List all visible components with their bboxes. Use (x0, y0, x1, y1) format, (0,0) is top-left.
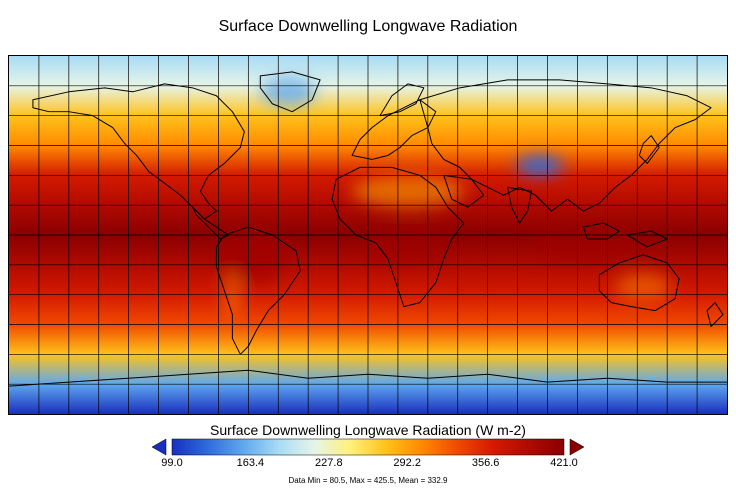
coastlines (9, 71, 727, 387)
colorbar-title: Surface Downwelling Longwave Radiation (… (210, 422, 526, 438)
global-map (8, 55, 728, 415)
colorbar-ramp (171, 438, 565, 456)
colorbar-tick-label: 421.0 (550, 457, 578, 469)
data-statistics: Data Min = 80.5, Max = 425.5, Mean = 332… (288, 476, 448, 485)
colorbar-low-arrow (151, 438, 167, 456)
colorbar-high-arrow (569, 438, 585, 456)
colorbar-tick-label: 227.8 (315, 457, 343, 469)
lat-lon-grid (9, 56, 727, 414)
colorbar-tick-label: 99.0 (161, 457, 183, 469)
colorbar-tick-label: 356.6 (471, 457, 500, 469)
colorbar-tick-label: 292.2 (393, 457, 421, 469)
colorbar-tick-label: 163.4 (236, 457, 265, 469)
map-title: Surface Downwelling Longwave Radiation (218, 18, 518, 35)
colorbar (151, 438, 585, 456)
